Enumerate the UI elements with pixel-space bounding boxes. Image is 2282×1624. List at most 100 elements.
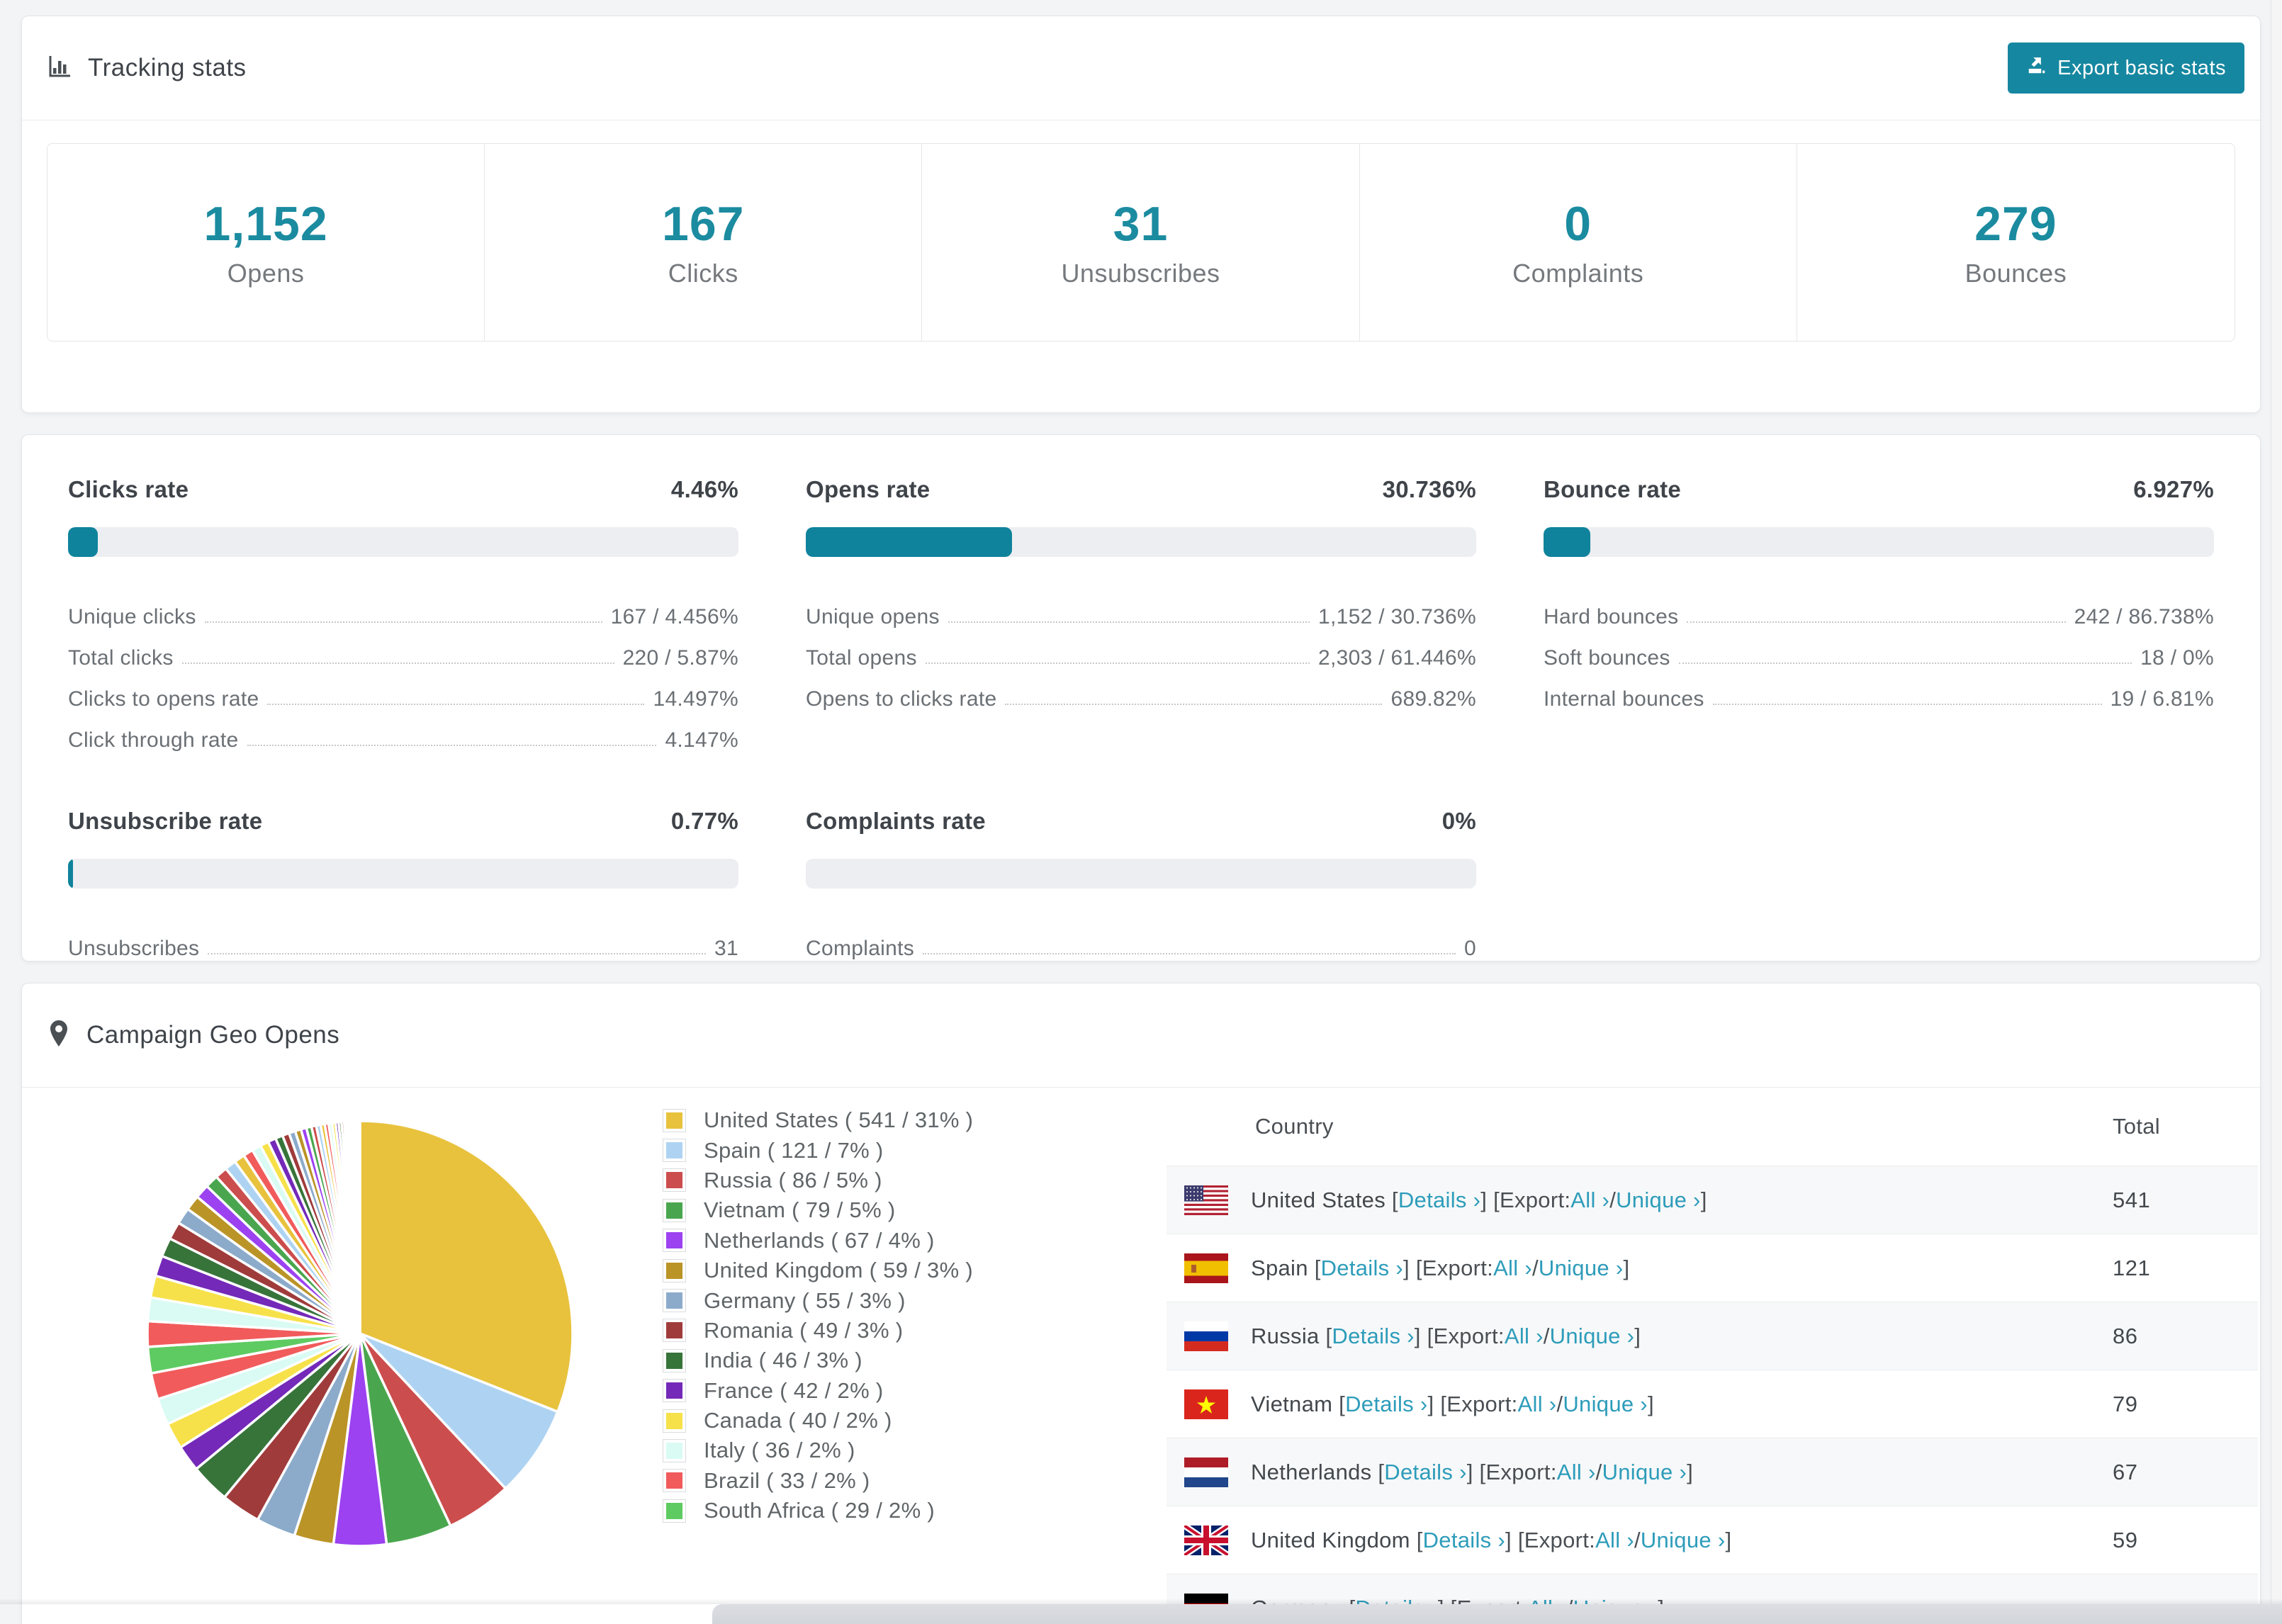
- geo-table-row-vietnam: Vietnam [Details ›] [Export: All › / Uni…: [1167, 1370, 2258, 1438]
- export-all-link[interactable]: All ›: [1556, 1459, 1596, 1484]
- pie-slice-0: [359, 1120, 574, 1414]
- export-unique-link[interactable]: Unique ›: [1549, 1323, 1635, 1348]
- bounce-progress-track: [1544, 527, 2214, 557]
- legend-item-spain: Spain ( 121 / 7% ): [663, 1135, 973, 1165]
- flag-es-icon: [1184, 1253, 1228, 1283]
- geo-table-row-spain: Spain [Details ›] [Export: All › / Uniqu…: [1167, 1234, 2258, 1302]
- geo-table-header: Country Total: [1167, 1088, 2258, 1166]
- stat-value: 167: [662, 197, 745, 251]
- dotted-leader: [948, 621, 1310, 623]
- export-icon: [2026, 55, 2047, 81]
- legend-label: Romania ( 49 / 3% ): [704, 1317, 904, 1343]
- legend-item-netherlands: Netherlands ( 67 / 4% ): [663, 1226, 973, 1256]
- horizontal-scrollbar[interactable]: [712, 1604, 2282, 1624]
- export-all-link[interactable]: All ›: [1493, 1255, 1532, 1280]
- country-name: Spain: [1251, 1255, 1308, 1280]
- export-all-link[interactable]: All ›: [1595, 1527, 1634, 1552]
- country-name: United Kingdom: [1251, 1527, 1410, 1552]
- legend-swatch-icon: [663, 1319, 686, 1343]
- geo-section-title: Campaign Geo Opens: [86, 1021, 340, 1049]
- legend-item-united-kingdom: United Kingdom ( 59 / 3% ): [663, 1256, 973, 1285]
- opens-progress-track: [806, 527, 1476, 557]
- legend-item-italy: Italy ( 36 / 2% ): [663, 1436, 973, 1465]
- unsubscribe-progress-fill: [68, 859, 74, 889]
- total-value: 541: [2113, 1187, 2151, 1212]
- legend-swatch-icon: [663, 1438, 686, 1462]
- export-all-link[interactable]: All ›: [1570, 1187, 1610, 1212]
- complaints-rate-title: Complaints rate: [806, 808, 986, 834]
- flag-us-icon: [1184, 1185, 1228, 1215]
- total-value: 67: [2113, 1459, 2138, 1484]
- complaints-rate-value: 0%: [1441, 808, 1476, 834]
- details-link[interactable]: Details ›: [1320, 1255, 1404, 1280]
- export-basic-stats-button[interactable]: Export basic stats: [2008, 43, 2244, 94]
- legend-item-russia: Russia ( 86 / 5% ): [663, 1166, 973, 1195]
- legend-swatch-icon: [663, 1139, 686, 1163]
- vertical-scrollbar-track[interactable]: [2271, 0, 2282, 1624]
- export-unique-link[interactable]: Unique ›: [1616, 1187, 1701, 1212]
- legend-swatch-icon: [663, 1469, 686, 1493]
- legend-swatch-icon: [663, 1168, 686, 1192]
- legend-item-france: France ( 42 / 2% ): [663, 1376, 973, 1406]
- total-value: 86: [2113, 1323, 2138, 1348]
- bounce-rate-value: 6.927%: [2133, 476, 2214, 502]
- geo-table-row-netherlands: Netherlands [Details ›] [Export: All › /…: [1167, 1438, 2258, 1506]
- total-value: 79: [2113, 1391, 2138, 1416]
- geo-body: United States ( 541 / 31% ) Spain ( 121 /…: [22, 1088, 2260, 1624]
- summary-stats-grid: 1,152 Opens 167 Clicks 31 Unsubscribes 0 Compla…: [47, 143, 2235, 342]
- geo-table-row-united-states: United States [Details ›] [Export: All ›…: [1167, 1166, 2258, 1234]
- legend-label: Netherlands ( 67 / 4% ): [704, 1227, 935, 1253]
- opens-rate-block: Opens rate 30.736% Unique opens 1,152 / 30.…: [806, 476, 1476, 752]
- export-unique-link[interactable]: Unique ›: [1640, 1527, 1726, 1552]
- legend-swatch-icon: [663, 1499, 686, 1523]
- country-name: Netherlands: [1251, 1459, 1372, 1484]
- dotted-leader: [208, 953, 707, 954]
- bounce-progress-fill: [1544, 527, 1590, 557]
- stat-card-complaints: 0 Complaints: [1360, 144, 1797, 341]
- export-all-link[interactable]: All ›: [1517, 1391, 1557, 1416]
- clicks-progress-track: [68, 527, 738, 557]
- unsubscribe-rate-block: Unsubscribe rate 0.77% Unsubscribes 31: [68, 808, 738, 961]
- legend-item-south-africa: South Africa ( 29 / 2% ): [663, 1496, 973, 1526]
- bounce-rate-title: Bounce rate: [1544, 476, 1682, 502]
- export-all-link[interactable]: All ›: [1504, 1323, 1544, 1348]
- legend-item-vietnam: Vietnam ( 79 / 5% ): [663, 1195, 973, 1225]
- opens-rate-value: 30.736%: [1382, 476, 1476, 502]
- details-link[interactable]: Details ›: [1345, 1391, 1428, 1416]
- unsubscribe-rate-value: 0.77%: [670, 808, 738, 834]
- legend-swatch-icon: [663, 1108, 686, 1132]
- country-name: Russia: [1251, 1323, 1320, 1348]
- stat-label: Unsubscribes: [1061, 259, 1220, 288]
- dotted-leader: [1678, 662, 2132, 664]
- export-unique-link[interactable]: Unique ›: [1602, 1459, 1687, 1484]
- legend-label: Italy ( 36 / 2% ): [704, 1438, 855, 1463]
- legend-swatch-icon: [663, 1379, 686, 1403]
- bounce-row-1: Soft bounces 18 / 0%: [1544, 646, 2214, 670]
- opens-row-2: Opens to clicks rate 689.82%: [806, 687, 1476, 711]
- clicks-row-2: Clicks to opens rate 14.497%: [68, 687, 738, 711]
- tracking-stats-header: Tracking stats Export basic stats: [22, 16, 2260, 120]
- clicks-rate-title: Clicks rate: [68, 476, 189, 502]
- legend-label: United States ( 541 / 31% ): [704, 1107, 974, 1133]
- legend-label: France ( 42 / 2% ): [704, 1377, 884, 1403]
- opens-row-0: Unique opens 1,152 / 30.736%: [806, 605, 1476, 628]
- stat-label: Bounces: [1965, 259, 2067, 288]
- page-title: Tracking stats: [88, 54, 247, 81]
- bottom-edge-shadow: [0, 1598, 2282, 1604]
- geo-opens-pie-chart: [146, 1120, 574, 1547]
- details-link[interactable]: Details ›: [1398, 1187, 1481, 1212]
- stat-value: 279: [1974, 197, 2057, 251]
- rates-panel: Clicks rate 4.46% Unique clicks 167 / 4.456…: [21, 434, 2261, 962]
- details-link[interactable]: Details ›: [1422, 1527, 1506, 1552]
- details-link[interactable]: Details ›: [1384, 1459, 1467, 1484]
- export-unique-link[interactable]: Unique ›: [1563, 1391, 1648, 1416]
- bounce-row-0: Hard bounces 242 / 86.738%: [1544, 605, 2214, 628]
- export-unique-link[interactable]: Unique ›: [1538, 1255, 1624, 1280]
- map-pin-icon: [47, 1020, 71, 1051]
- flag-gb-icon: [1184, 1525, 1228, 1555]
- complaints-row-0: Complaints 0: [806, 937, 1476, 960]
- column-header-total: Total: [2113, 1114, 2160, 1139]
- details-link[interactable]: Details ›: [1332, 1323, 1415, 1348]
- opens-row-1: Total opens 2,303 / 61.446%: [806, 646, 1476, 670]
- campaign-geo-opens-panel: Campaign Geo Opens United States ( 541 /…: [21, 983, 2261, 1624]
